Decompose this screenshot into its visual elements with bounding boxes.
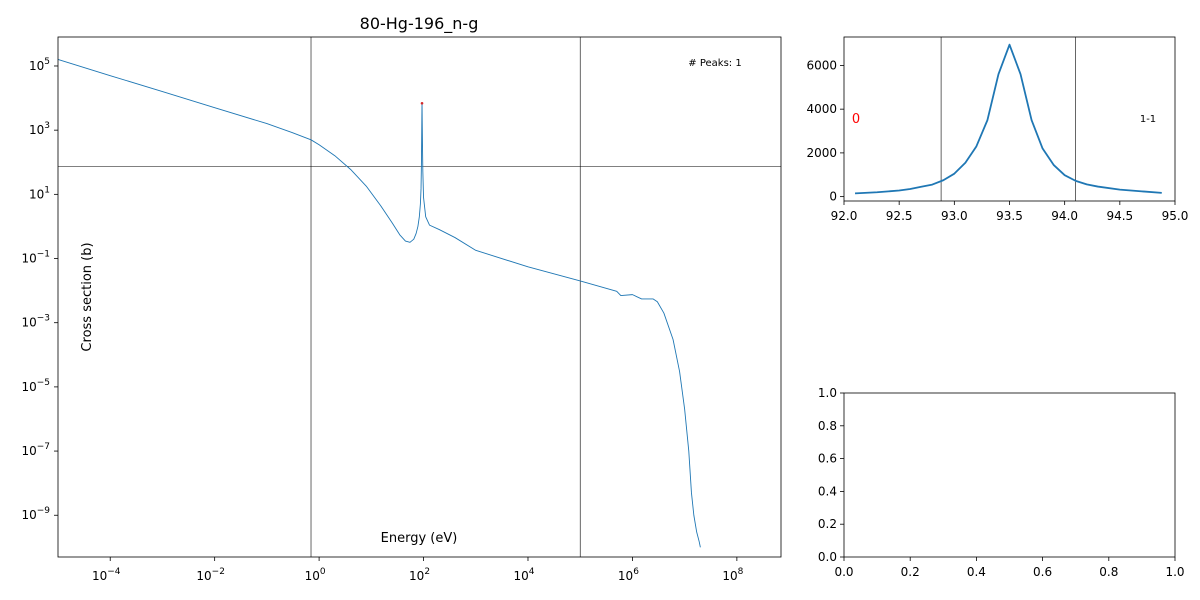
empty-y-tick-label: 0.8 (818, 419, 837, 433)
empty-x-tick-label: 0.4 (967, 565, 986, 579)
empty-y-tick-label: 0.0 (818, 550, 837, 564)
main-series-line (57, 59, 701, 548)
zoom-y-ticks: 0 2000 4000 6000 (806, 58, 844, 204)
empty-y-tick-label: 1.0 (818, 386, 837, 400)
zoom-y-tick-label: 2000 (806, 146, 837, 160)
main-peak-marker (420, 101, 424, 105)
main-x-axis-label: Energy (eV) (381, 531, 458, 546)
zoom-x-tick-label: 94.5 (1106, 209, 1133, 223)
zoom-x-tick-label: 95.0 (1162, 209, 1189, 223)
zoom-plot-frame (843, 36, 1176, 202)
main-series-group (57, 59, 701, 548)
empty-x-tick-label: 0.6 (1033, 565, 1052, 579)
main-guide-lines (58, 37, 781, 557)
empty-x-tick-label: 1.0 (1165, 565, 1184, 579)
zoom-y-tick-label: 4000 (806, 102, 837, 116)
main-chart-title: 80-Hg-196_n-g (360, 14, 479, 34)
empty-plot-frame (843, 392, 1176, 558)
empty-y-tick-label: 0.6 (818, 452, 837, 466)
main-plot-frame (57, 36, 782, 558)
empty-x-ticks: 0.0 0.2 0.4 0.6 0.8 1.0 (834, 557, 1185, 579)
empty-x-tick-label: 0.0 (834, 565, 853, 579)
empty-x-tick-label: 0.2 (901, 565, 920, 579)
empty-x-tick-label: 0.8 (1099, 565, 1118, 579)
zoom-x-ticks: 92.0 92.5 93.0 93.5 94.0 94.5 95.0 (831, 201, 1189, 223)
main-chart: 80-Hg-196_n-g 10−4 10−2 100 102 104 106 108 10… (21, 14, 782, 583)
zoom-x-tick-label: 93.0 (941, 209, 968, 223)
zoom-right-label: 1-1 (1140, 114, 1156, 125)
main-y-axis-label: Cross section (b) (80, 242, 95, 351)
empty-y-tick-label: 0.4 (818, 484, 837, 498)
empty-chart: 0.0 0.2 0.4 0.6 0.8 1.0 0.0 0.2 0.4 0.6 0.8 1.0 (818, 386, 1185, 579)
zoom-x-tick-label: 92.5 (886, 209, 913, 223)
zoom-chart: 92.0 92.5 93.0 93.5 94.0 94.5 95.0 0 2000 4000 60… (806, 36, 1189, 223)
zoom-guide-lines (940, 37, 1076, 201)
zoom-left-label: 0 (852, 112, 860, 127)
empty-y-ticks: 0.0 0.2 0.4 0.6 0.8 1.0 (818, 386, 844, 564)
zoom-series-line (854, 43, 1162, 195)
zoom-y-tick-label: 0 (829, 190, 837, 204)
zoom-y-tick-label: 6000 (806, 58, 837, 72)
zoom-x-tick-label: 92.0 (831, 209, 858, 223)
peaks-annotation: # Peaks: 1 (688, 58, 741, 69)
zoom-x-tick-label: 93.5 (996, 209, 1023, 223)
empty-y-tick-label: 0.2 (818, 517, 837, 531)
zoom-x-tick-label: 94.0 (1051, 209, 1078, 223)
zoom-series-group (854, 43, 1162, 195)
